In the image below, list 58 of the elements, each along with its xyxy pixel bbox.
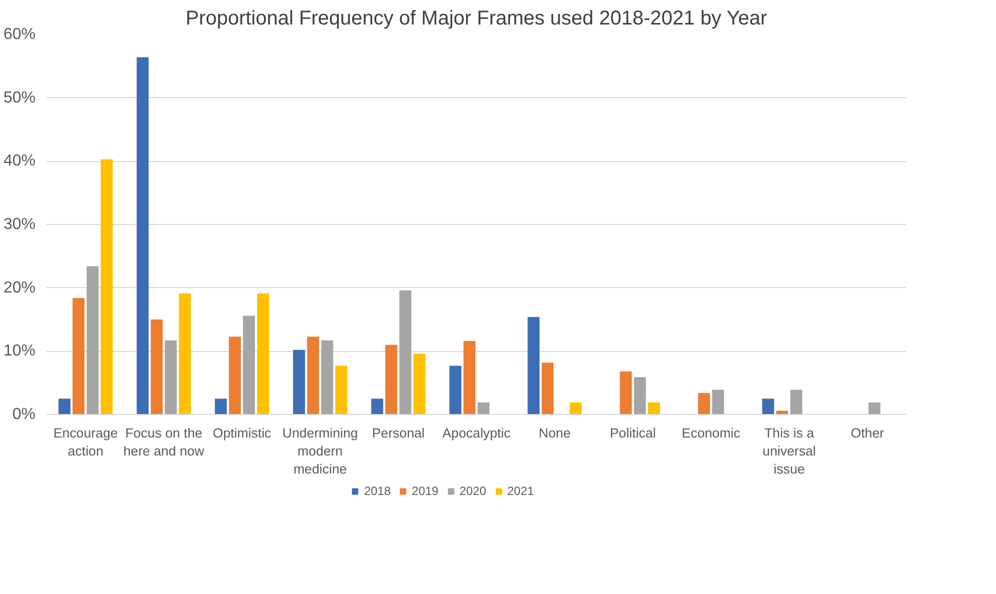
y-tick-label: 30% [3,216,36,233]
bar [463,341,476,414]
bar [868,402,880,414]
bar [620,371,632,414]
bar [307,336,320,414]
bar [100,159,113,414]
bar [72,298,85,414]
bar [790,390,802,414]
x-tick-label: Optimistic [212,426,272,440]
bar [371,398,384,414]
bar [228,336,241,414]
bar [648,402,660,414]
x-tick-label: Undermining modern medicine [282,426,358,476]
legend-label: 2020 [459,484,486,498]
x-tick-label: Focus on the here and now [123,426,205,458]
bar [449,366,462,414]
bar [634,377,646,414]
bar [413,354,426,414]
x-tick-label: Other [850,426,885,440]
x-tick-label: Apocalyptic [442,426,511,440]
bar [214,398,227,414]
legend-label: 2019 [412,484,438,498]
legend-label: 2018 [364,484,391,498]
y-tick-label: 50% [3,89,36,106]
x-tick-label: Encourage action [53,426,118,458]
bar [712,390,724,414]
x-tick-label: This is a universal issue [762,426,816,476]
bar [528,316,540,414]
legend-label: 2021 [507,484,534,498]
y-tick-label: 20% [3,279,36,296]
y-tick-label: 40% [3,152,36,170]
bar [776,410,788,414]
bar [478,402,490,414]
bar [698,392,710,414]
y-tick-label: 0% [12,406,36,423]
bar [293,350,306,414]
bar [150,320,163,414]
bar [257,294,270,414]
bar [762,398,774,414]
bar [136,57,149,414]
bar [542,362,554,414]
x-tick-label: None [538,426,571,440]
bar [570,402,582,414]
bar [385,344,398,414]
bar [58,398,70,414]
bar [178,294,191,414]
chart-title: Proportional Frequency of Major Frames used 2018-2021 by Year [186,8,768,30]
bar [399,290,412,414]
y-tick-label: 60% [3,26,36,43]
bar [86,266,99,414]
bar [335,366,348,414]
x-tick-label: Personal [372,426,425,440]
y-tick-label: 10% [3,342,36,360]
x-tick-label: Political [610,426,656,440]
bar [321,340,334,414]
bar [164,340,177,414]
bar [243,316,255,414]
x-tick-label: Economic [682,426,741,440]
